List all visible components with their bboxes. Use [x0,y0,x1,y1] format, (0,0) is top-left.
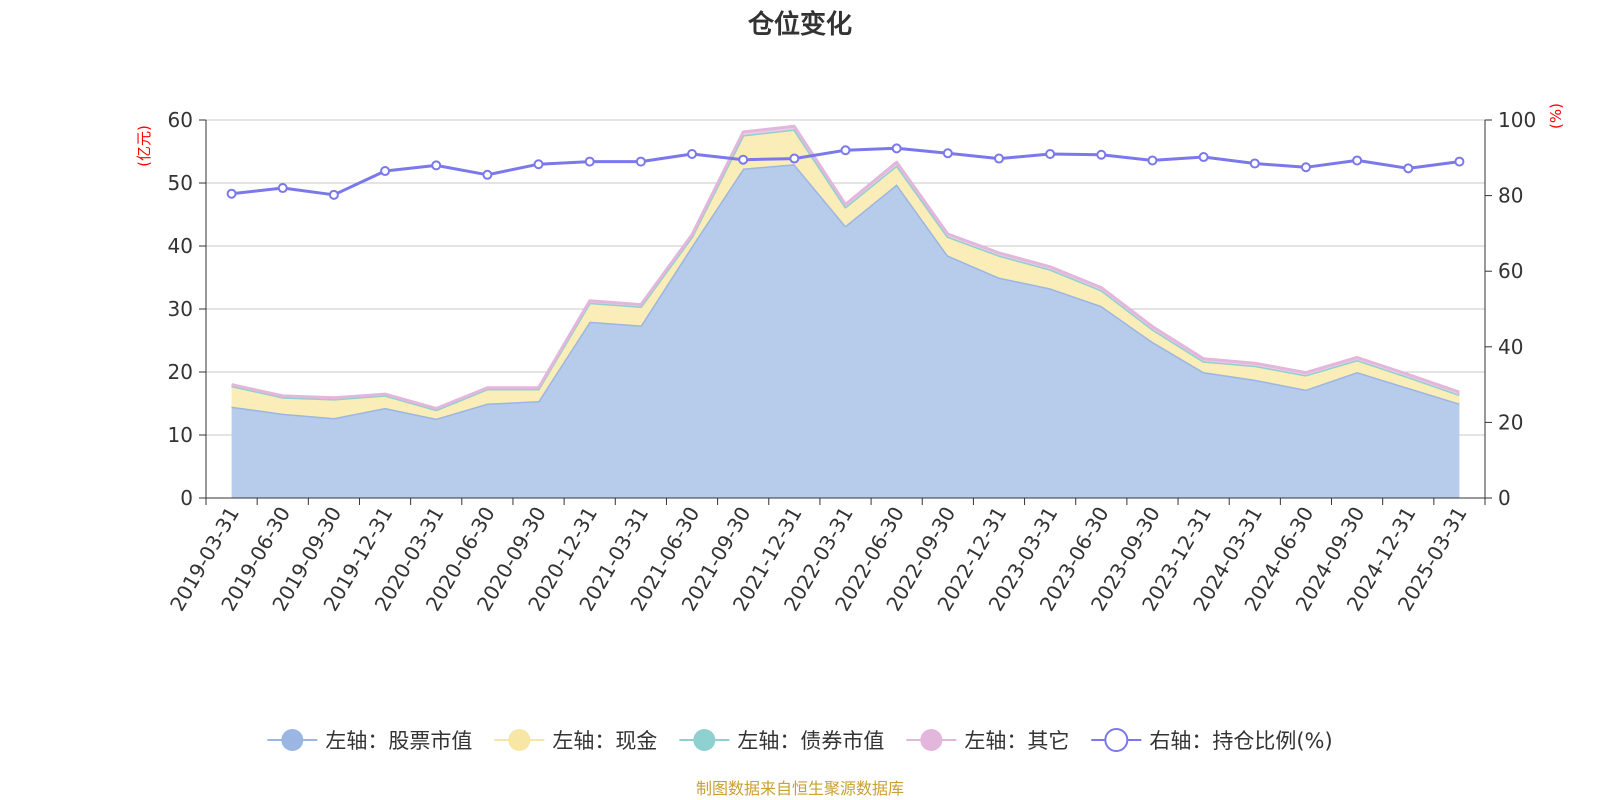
position-ratio-point [482,169,493,180]
position-ratio-point [891,143,902,154]
area-series [231,124,1460,498]
position-ratio-point [738,154,749,165]
legend-hollow-circle-icon [1104,728,1129,752]
left-axis-tick-label: 40 [168,234,193,258]
position-ratio-point [1045,149,1056,160]
right-axis-tick-label: 100 [1498,108,1536,132]
legend-item: 左轴：债券市值 [679,729,884,753]
legend-item: 右轴：持仓比例(%) [1091,728,1333,753]
position-ratio-point [277,183,288,194]
legend-label: 左轴：股票市值 [325,729,472,753]
position-ratio-point [328,189,339,200]
position-ratio-point [380,166,391,177]
legend-label: 左轴：现金 [552,729,657,753]
position-ratio-point [533,159,544,170]
area-0-fill [231,164,1460,498]
legend-item: 左轴：股票市值 [267,729,472,753]
position-ratio-point [1403,163,1414,174]
position-ratio-point [1096,149,1107,160]
area-3-line [231,124,1460,410]
left-axis-tick-label: 50 [168,171,193,195]
position-ratio-point [1352,155,1363,166]
position-ratio-point [584,156,595,167]
position-ratio-point [1249,158,1260,169]
left-axis-tick-label: 20 [168,360,193,384]
position-ratio-point [840,145,851,156]
right-axis-tick-label: 60 [1498,259,1523,283]
position-ratio-point [431,160,442,171]
position-ratio-point [1147,155,1158,166]
position-ratio-point [226,188,237,199]
left-axis-tick-label: 30 [168,297,193,321]
left-axis-tick-label: 60 [168,108,193,132]
right-axis-tick-label: 80 [1498,184,1523,208]
right-axis-unit: (%) [1547,103,1565,129]
legend-filled-circle-icon [920,729,943,751]
position-ratio-point [1454,156,1465,167]
left-axis-tick-label: 10 [168,423,193,447]
legend-filled-circle-icon [281,729,304,751]
legend-item: 左轴：其它 [906,729,1069,753]
position-ratio-point [1300,162,1311,173]
legend-label: 右轴：持仓比例(%) [1149,729,1332,753]
position-ratio-line [231,146,1460,197]
legend-filled-circle-icon [508,729,531,751]
right-axis-tick-label: 40 [1498,335,1523,359]
position-ratio-point [687,149,698,160]
legend-label: 左轴：其它 [964,729,1069,753]
right-axis-tick-label: 0 [1498,486,1511,510]
left-axis-unit: (亿元) [135,125,153,167]
position-ratio-series [226,143,1465,200]
position-ratio-point [635,156,646,167]
position-ratio-point [942,148,953,159]
legend: 左轴：股票市值 左轴：现金 左轴：债券市值 左轴：其它 右轴：持仓比例(%) [267,728,1333,753]
position-ratio-point [789,153,800,164]
legend-filled-circle-icon [693,729,716,751]
legend-item: 左轴：现金 [494,729,657,753]
position-ratio-point [993,153,1004,164]
legend-label: 左轴：债券市值 [737,729,884,753]
data-source-note: 制图数据来自恒生聚源数据库 [696,779,904,798]
right-axis-tick-label: 20 [1498,410,1523,434]
chart-title: 仓位变化 [747,9,852,40]
left-axis-tick-label: 0 [180,486,193,510]
position-ratio-point [1198,152,1209,163]
